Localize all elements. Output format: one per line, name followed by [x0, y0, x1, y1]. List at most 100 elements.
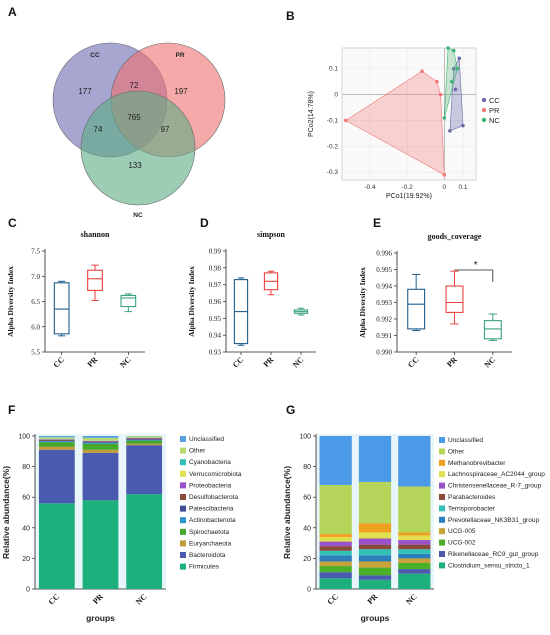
- y-tick-label: 0.991: [376, 332, 392, 340]
- x-tick-label: NC: [404, 592, 419, 607]
- y-tick-label: 100: [18, 434, 30, 441]
- bar-segment-patescibacteria: [126, 439, 162, 440]
- y-tick-label: 20: [303, 556, 311, 563]
- y-tick-label: 7.5: [31, 248, 40, 256]
- bar-segment-terrisporobacter: [359, 549, 391, 555]
- x-tick-label: 0.1: [458, 184, 467, 191]
- legend-swatch: [180, 471, 186, 477]
- legend-label: Lachnospiraceae_AC2044_group: [448, 471, 545, 478]
- legend-label: Rikenellaceae_RC9_gut_group: [448, 551, 539, 558]
- venn-count-nc-only: 133: [128, 161, 142, 170]
- sample-point-nc: [456, 67, 460, 71]
- bar-segment-desulfobacterota: [126, 438, 162, 439]
- y-tick-label: 7.0: [31, 273, 40, 281]
- y-tick-label: -0.2: [327, 143, 339, 150]
- y-tick-label: 0.99: [209, 248, 222, 256]
- x-axis-title: groups: [86, 613, 115, 623]
- bar-segment-lachnospiraceae-ac2044-group: [320, 537, 352, 542]
- x-tick-label: NC: [118, 355, 133, 370]
- bar-segment-christensenellaceae-r-7-group: [398, 540, 430, 545]
- legend-label: Bacteroidota: [189, 552, 226, 559]
- x-tick-label: NC: [134, 592, 149, 607]
- y-tick-label: 0.97: [209, 281, 222, 289]
- venn-circle-nc: [81, 91, 195, 205]
- bar-segment-ucg-002: [320, 566, 352, 572]
- bar-segment-rikenellaceae-rc9-gut-group: [398, 569, 430, 574]
- bar-segment-lachnospiraceae-ac2044-group: [398, 535, 430, 540]
- panel-label-c: C: [8, 216, 17, 230]
- legend-label: Unclassified: [189, 436, 224, 443]
- sample-point-pr: [420, 69, 424, 73]
- y-tick-label: 0.96: [209, 298, 222, 306]
- bar-segment-parabacteroides: [398, 545, 430, 550]
- legend-swatch: [439, 562, 445, 568]
- legend-swatch: [439, 528, 445, 534]
- bar-segment-spirochaetota: [126, 441, 162, 444]
- significance-marker: *: [474, 260, 478, 271]
- x-tick-label: 0: [443, 184, 447, 191]
- y-tick-label: -0.3: [327, 169, 339, 176]
- legend-label: Proteobacteria: [189, 482, 232, 489]
- bar-segment-prevotellaceae-nk3b31-group: [359, 555, 391, 561]
- legend-label: Verrucomicrobiota: [189, 471, 242, 478]
- box-cc: [408, 289, 425, 329]
- bar-segment-other: [359, 482, 391, 523]
- legend-label: Euryarchaeota: [189, 540, 232, 547]
- legend-swatch: [439, 540, 445, 546]
- legend-swatch: [439, 448, 445, 454]
- venn-count-cc-only: 177: [78, 87, 92, 96]
- y-tick-label: 5.5: [31, 349, 40, 357]
- legend-marker-nc: [482, 118, 486, 122]
- y-tick-label: 0.1: [329, 66, 338, 73]
- x-tick-label: CC: [231, 355, 246, 370]
- legend-label: CC: [489, 96, 500, 105]
- bar-segment-ucg-005: [398, 558, 430, 563]
- bar-segment-spirochaetota: [83, 444, 119, 450]
- bar-segment-bacteroidota: [126, 445, 162, 494]
- legend-label: Actinobacteriota: [189, 517, 236, 524]
- y-tick-label: 0: [26, 587, 30, 594]
- x-axis-title: groups: [361, 613, 390, 623]
- bar-segment-patescibacteria: [39, 441, 75, 442]
- panel-title: goods_coverage: [428, 232, 482, 241]
- bar-segment-christensenellaceae-r-7-group: [359, 539, 391, 545]
- bar-segment-terrisporobacter: [398, 549, 430, 554]
- venn-count-pr-nc: 97: [161, 125, 170, 134]
- panel-title: simpson: [257, 230, 286, 239]
- sample-point-pr: [344, 119, 348, 123]
- sample-point-pr: [435, 80, 439, 84]
- y-tick-label: 40: [303, 525, 311, 532]
- y-tick-label: 0: [334, 92, 338, 99]
- x-tick-label: PR: [366, 592, 380, 606]
- legend-swatch: [439, 505, 445, 511]
- y-tick-label: 80: [22, 464, 30, 471]
- sample-point-cc: [454, 88, 458, 92]
- legend-label: UCG-005: [448, 528, 476, 535]
- bar-segment-christensenellaceae-r-7-group: [320, 542, 352, 547]
- x-tick-label: -0.4: [364, 184, 376, 191]
- legend-swatch: [180, 448, 186, 454]
- y-tick-label: 100: [299, 434, 311, 441]
- venn-count-pr-only: 197: [174, 87, 188, 96]
- y-tick-label: 0: [307, 587, 311, 594]
- legend-swatch: [439, 460, 445, 466]
- panel-label-b: B: [286, 9, 295, 23]
- y-tick-label: 0.995: [376, 266, 392, 274]
- bar-segment-patescibacteria: [83, 442, 119, 443]
- bar-segment-prevotellaceae-nk3b31-group: [320, 555, 352, 561]
- y-tick-label: 0.990: [376, 349, 392, 357]
- bar-segment-firmicutes: [126, 494, 162, 589]
- legend-label: Other: [448, 448, 465, 455]
- legend-swatch: [180, 529, 186, 535]
- box-nc: [121, 295, 136, 306]
- x-tick-label: CC: [406, 355, 421, 370]
- bar-segment-ucg-002: [398, 563, 430, 569]
- x-tick-label: NC: [483, 355, 498, 370]
- sample-point-cc: [448, 129, 452, 133]
